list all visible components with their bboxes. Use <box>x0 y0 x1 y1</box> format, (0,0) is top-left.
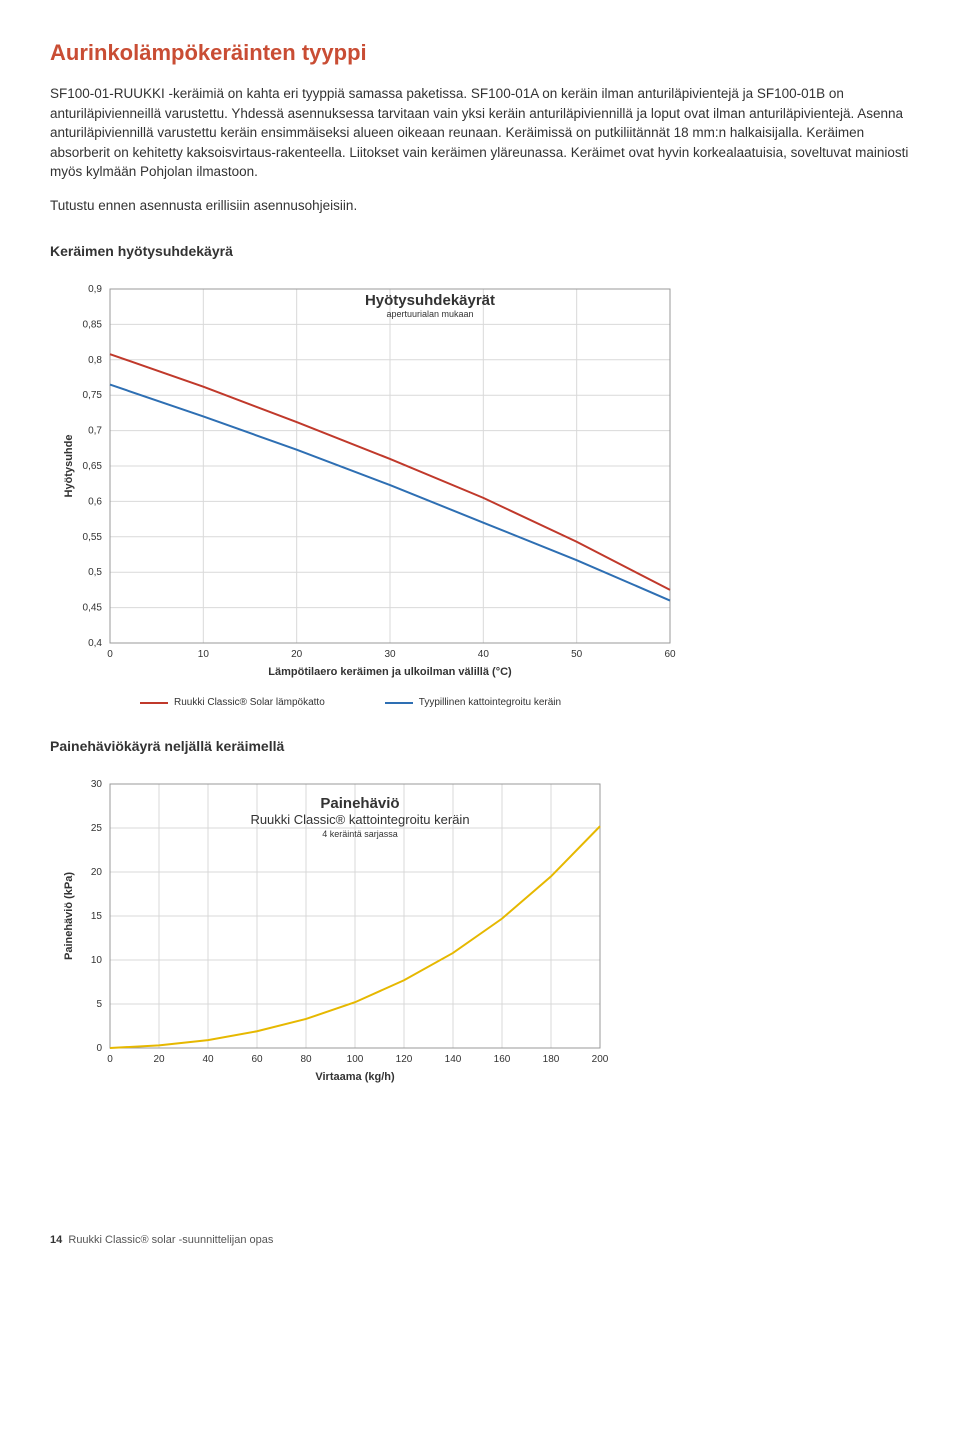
legend-label: Tyypillinen kattointegroitu keräin <box>419 697 561 708</box>
svg-text:40: 40 <box>478 649 490 660</box>
svg-text:5: 5 <box>96 999 102 1010</box>
svg-text:80: 80 <box>300 1054 312 1065</box>
svg-text:15: 15 <box>91 911 103 922</box>
svg-text:Lämpötilaero keräimen ja ulkoi: Lämpötilaero keräimen ja ulkoilman välil… <box>268 666 512 678</box>
svg-text:25: 25 <box>91 823 103 834</box>
svg-text:Painehäviö (kPa): Painehäviö (kPa) <box>63 872 75 960</box>
svg-text:30: 30 <box>91 779 103 790</box>
svg-text:0,6: 0,6 <box>88 497 102 508</box>
svg-text:0,7: 0,7 <box>88 426 102 437</box>
svg-text:60: 60 <box>664 649 676 660</box>
legend-swatch <box>140 702 168 704</box>
svg-text:Painehäviö: Painehäviö <box>320 795 399 812</box>
svg-text:160: 160 <box>494 1054 511 1065</box>
chart1-legend: Ruukki Classic® Solar lämpökatto Tyypilli… <box>50 697 910 708</box>
page-title: Aurinkolämpökeräinten tyyppi <box>50 40 910 66</box>
svg-text:100: 100 <box>347 1054 364 1065</box>
svg-text:0,85: 0,85 <box>83 320 103 331</box>
svg-text:0: 0 <box>107 649 113 660</box>
svg-text:Hyötysuhdekäyrät: Hyötysuhdekäyrät <box>365 292 495 309</box>
svg-text:0,9: 0,9 <box>88 284 102 295</box>
svg-text:0,5: 0,5 <box>88 568 102 579</box>
legend-item: Tyypillinen kattointegroitu keräin <box>385 697 561 708</box>
svg-text:140: 140 <box>445 1054 462 1065</box>
svg-text:60: 60 <box>251 1054 263 1065</box>
pressure-chart: 0 5 10 15 20 25 30 0 20 40 60 80 100 120 140 160 180 200 V… <box>50 764 620 1094</box>
svg-text:120: 120 <box>396 1054 413 1065</box>
svg-text:20: 20 <box>91 867 103 878</box>
svg-text:4 keräintä sarjassa: 4 keräintä sarjassa <box>322 829 398 839</box>
svg-text:0: 0 <box>96 1043 102 1054</box>
svg-text:0,75: 0,75 <box>83 391 103 402</box>
svg-text:180: 180 <box>543 1054 560 1065</box>
svg-text:30: 30 <box>384 649 396 660</box>
body-paragraph-1: SF100-01-RUUKKI -keräimiä on kahta eri t… <box>50 84 910 182</box>
chart2-heading: Painehäviökäyrä neljällä keräimellä <box>50 738 910 754</box>
svg-text:0,55: 0,55 <box>83 532 103 543</box>
svg-text:50: 50 <box>571 649 583 660</box>
footer-text: Ruukki Classic® solar -suunnittelijan op… <box>68 1234 273 1246</box>
body-paragraph-2: Tutustu ennen asennusta erillisiin asenn… <box>50 196 910 216</box>
svg-text:40: 40 <box>202 1054 214 1065</box>
legend-item: Ruukki Classic® Solar lämpökatto <box>140 697 325 708</box>
svg-text:0,45: 0,45 <box>83 603 103 614</box>
svg-text:10: 10 <box>91 955 103 966</box>
chart1-container: 0,4 0,45 0,5 0,55 0,6 0,65 0,7 0,75 0,8 0,85 0,9 0 1… <box>50 269 910 708</box>
svg-text:10: 10 <box>198 649 210 660</box>
svg-text:apertuurialan mukaan: apertuurialan mukaan <box>386 309 473 319</box>
svg-text:Hyötysuhde: Hyötysuhde <box>63 435 75 498</box>
legend-swatch <box>385 702 413 704</box>
svg-text:20: 20 <box>153 1054 165 1065</box>
svg-text:20: 20 <box>291 649 303 660</box>
page-footer: 14 Ruukki Classic® solar -suunnittelijan… <box>50 1234 910 1246</box>
chart2-container: 0 5 10 15 20 25 30 0 20 40 60 80 100 120 140 160 180 200 V… <box>50 764 910 1094</box>
svg-text:0,65: 0,65 <box>83 461 103 472</box>
page-number: 14 <box>50 1234 62 1246</box>
legend-label: Ruukki Classic® Solar lämpökatto <box>174 697 325 708</box>
efficiency-chart: 0,4 0,45 0,5 0,55 0,6 0,65 0,7 0,75 0,8 0,85 0,9 0 1… <box>50 269 690 689</box>
svg-text:0,8: 0,8 <box>88 355 102 366</box>
svg-text:Ruukki Classic® kattointegroit: Ruukki Classic® kattointegroitu keräin <box>250 812 469 827</box>
svg-text:Virtaama (kg/h): Virtaama (kg/h) <box>315 1071 395 1083</box>
svg-text:0: 0 <box>107 1054 113 1065</box>
chart1-heading: Keräimen hyötysuhdekäyrä <box>50 243 910 259</box>
svg-text:0,4: 0,4 <box>88 638 102 649</box>
svg-text:200: 200 <box>592 1054 609 1065</box>
